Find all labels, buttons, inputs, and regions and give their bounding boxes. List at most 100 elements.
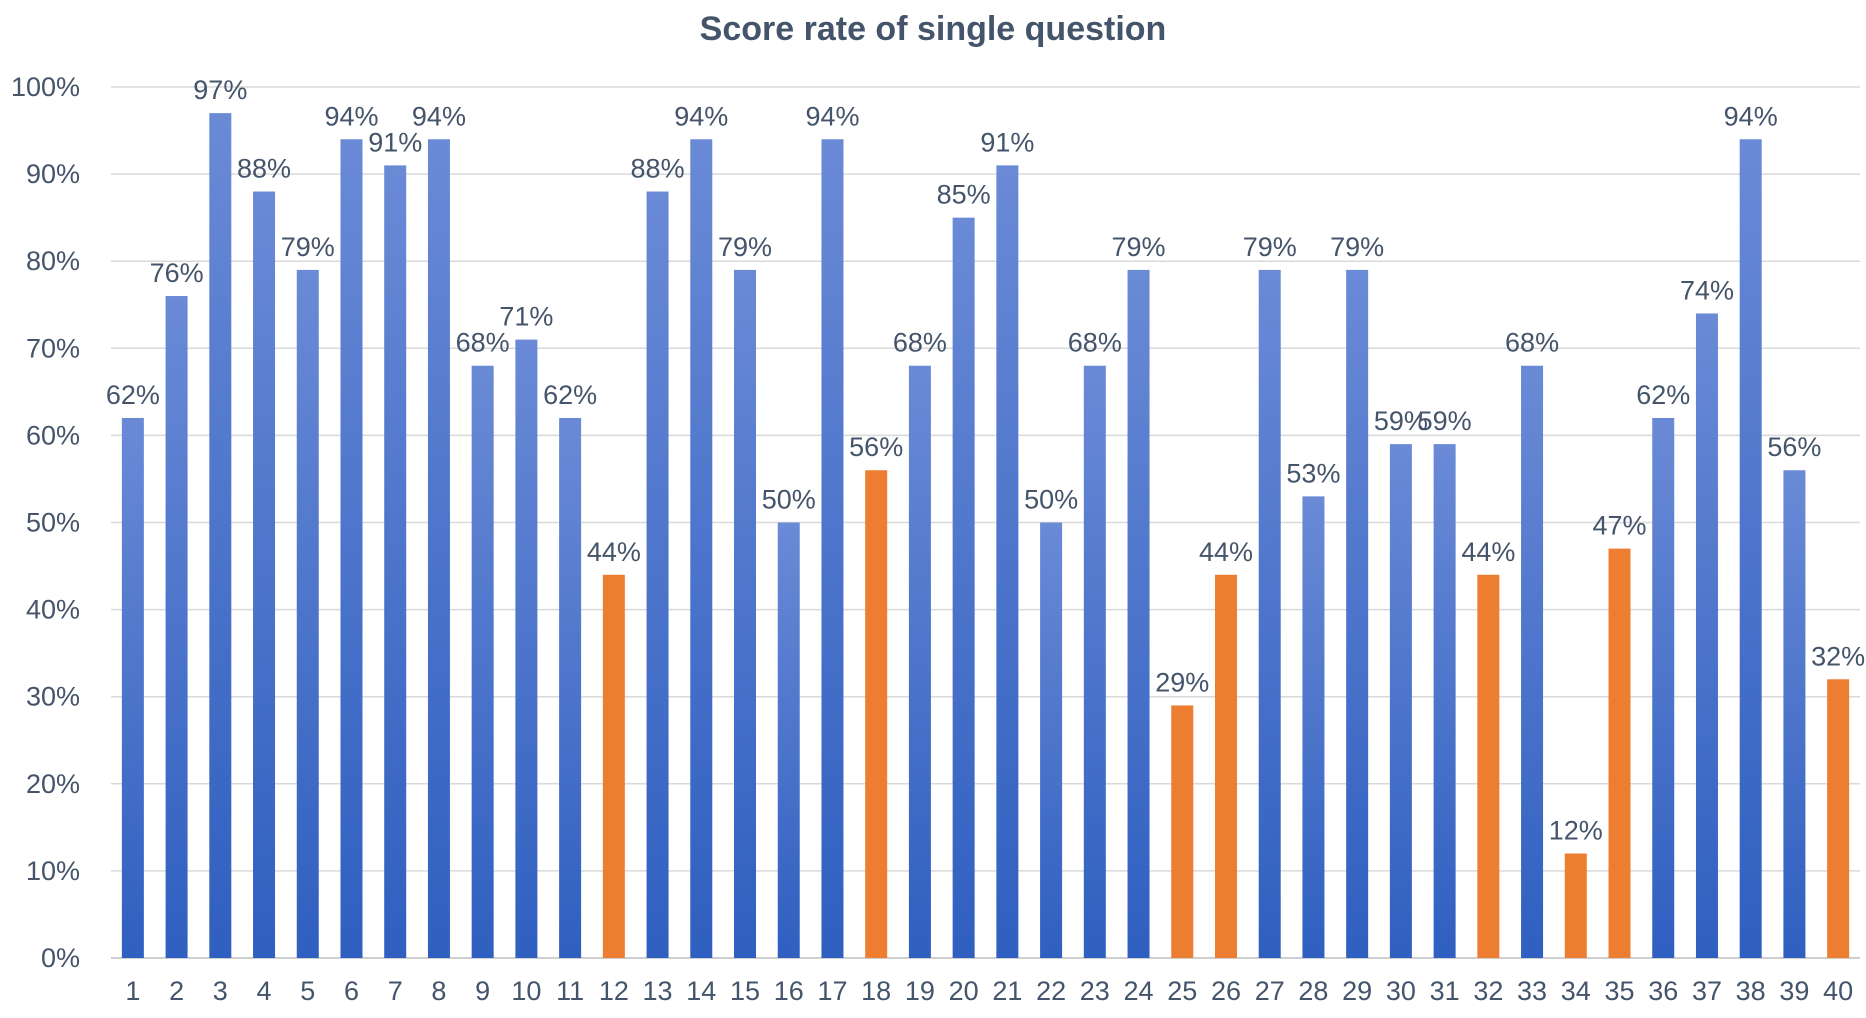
data-label-3: 97% bbox=[193, 75, 247, 105]
x-tick-label-32: 32 bbox=[1473, 976, 1503, 1006]
x-tick-label-18: 18 bbox=[861, 976, 891, 1006]
x-tick-label-33: 33 bbox=[1517, 976, 1547, 1006]
x-tick-label-9: 9 bbox=[475, 976, 490, 1006]
x-tick-label-37: 37 bbox=[1692, 976, 1722, 1006]
data-label-15: 79% bbox=[718, 232, 772, 262]
bar-39 bbox=[1783, 470, 1806, 958]
data-label-18: 56% bbox=[849, 432, 903, 462]
bar-32 bbox=[1477, 574, 1500, 958]
bar-2 bbox=[165, 296, 188, 958]
x-tick-label-11: 11 bbox=[556, 976, 584, 1006]
bar-37 bbox=[1695, 313, 1718, 959]
data-label-27: 79% bbox=[1243, 232, 1297, 262]
data-label-1: 62% bbox=[106, 380, 160, 410]
x-tick-label-23: 23 bbox=[1080, 976, 1110, 1006]
data-label-34: 12% bbox=[1549, 815, 1603, 845]
data-labels: 62%76%97%88%79%94%91%94%68%71%62%44%88%9… bbox=[106, 75, 1865, 845]
data-label-8: 94% bbox=[412, 101, 466, 131]
bars bbox=[121, 113, 1850, 959]
bar-17 bbox=[821, 139, 844, 958]
data-label-38: 94% bbox=[1724, 101, 1778, 131]
data-label-33: 68% bbox=[1505, 328, 1559, 358]
x-tick-label-10: 10 bbox=[511, 976, 541, 1006]
data-label-35: 47% bbox=[1592, 511, 1646, 541]
data-label-29: 79% bbox=[1330, 232, 1384, 262]
bar-8 bbox=[427, 139, 450, 958]
data-label-2: 76% bbox=[150, 258, 204, 288]
x-tick-label-28: 28 bbox=[1298, 976, 1328, 1006]
bar-29 bbox=[1346, 269, 1369, 958]
data-label-7: 91% bbox=[368, 127, 422, 157]
y-tick-label: 60% bbox=[26, 420, 80, 450]
bar-27 bbox=[1258, 269, 1281, 958]
data-label-16: 50% bbox=[762, 485, 816, 515]
x-tick-label-27: 27 bbox=[1255, 976, 1285, 1006]
bar-5 bbox=[296, 269, 319, 958]
data-label-36: 62% bbox=[1636, 380, 1690, 410]
bar-23 bbox=[1083, 365, 1106, 959]
y-axis-ticks: 0% 10% 20% 30% 40% 50% 60% 70% 80% 90% 100% bbox=[11, 72, 80, 973]
x-tick-label-12: 12 bbox=[599, 976, 629, 1006]
bar-3 bbox=[209, 113, 232, 958]
bar-35 bbox=[1608, 548, 1631, 958]
data-label-17: 94% bbox=[805, 101, 859, 131]
bar-12 bbox=[602, 574, 625, 958]
bar-28 bbox=[1302, 496, 1325, 958]
bar-14 bbox=[690, 139, 713, 958]
x-tick-label-31: 31 bbox=[1430, 976, 1460, 1006]
bar-40 bbox=[1827, 679, 1850, 958]
data-label-12: 44% bbox=[587, 537, 641, 567]
x-tick-label-17: 17 bbox=[817, 976, 847, 1006]
bar-31 bbox=[1433, 444, 1456, 958]
data-label-5: 79% bbox=[281, 232, 335, 262]
x-tick-label-30: 30 bbox=[1386, 976, 1416, 1006]
x-tick-label-29: 29 bbox=[1342, 976, 1372, 1006]
data-label-22: 50% bbox=[1024, 485, 1078, 515]
y-tick-label: 20% bbox=[26, 769, 80, 799]
bar-9 bbox=[471, 365, 494, 959]
x-tick-label-21: 21 bbox=[992, 976, 1022, 1006]
bar-21 bbox=[996, 165, 1019, 958]
bar-11 bbox=[559, 417, 582, 959]
data-label-24: 79% bbox=[1112, 232, 1166, 262]
bar-33 bbox=[1521, 365, 1544, 959]
x-tick-label-22: 22 bbox=[1036, 976, 1066, 1006]
x-tick-label-34: 34 bbox=[1561, 976, 1591, 1006]
x-tick-label-20: 20 bbox=[949, 976, 979, 1006]
data-label-26: 44% bbox=[1199, 537, 1253, 567]
data-label-32: 44% bbox=[1461, 537, 1515, 567]
data-label-9: 68% bbox=[456, 328, 510, 358]
bar-4 bbox=[253, 191, 276, 958]
chart-title: Score rate of single question bbox=[700, 10, 1167, 48]
bar-19 bbox=[908, 365, 931, 959]
bar-34 bbox=[1564, 853, 1587, 958]
data-label-37: 74% bbox=[1680, 275, 1734, 305]
x-tick-label-6: 6 bbox=[344, 976, 359, 1006]
data-label-28: 53% bbox=[1286, 458, 1340, 488]
bar-36 bbox=[1652, 417, 1675, 959]
bar-10 bbox=[515, 339, 538, 959]
bar-26 bbox=[1214, 574, 1237, 958]
x-tick-label-5: 5 bbox=[300, 976, 315, 1006]
x-tick-label-25: 25 bbox=[1167, 976, 1197, 1006]
data-label-20: 85% bbox=[937, 180, 991, 210]
bar-30 bbox=[1389, 444, 1412, 958]
x-tick-label-38: 38 bbox=[1736, 976, 1766, 1006]
x-tick-label-15: 15 bbox=[730, 976, 760, 1006]
data-label-13: 88% bbox=[631, 154, 685, 184]
bar-22 bbox=[1040, 522, 1063, 958]
x-tick-label-13: 13 bbox=[643, 976, 673, 1006]
bar-7 bbox=[384, 165, 407, 958]
bar-38 bbox=[1739, 139, 1762, 958]
x-tick-label-39: 39 bbox=[1779, 976, 1809, 1006]
x-tick-label-7: 7 bbox=[388, 976, 403, 1006]
bar-24 bbox=[1127, 269, 1150, 958]
bar-13 bbox=[646, 191, 669, 958]
x-tick-label-36: 36 bbox=[1648, 976, 1678, 1006]
x-tick-label-1: 1 bbox=[125, 976, 140, 1006]
bar-18 bbox=[865, 470, 888, 958]
x-tick-label-40: 40 bbox=[1823, 976, 1853, 1006]
data-label-19: 68% bbox=[893, 328, 947, 358]
data-label-21: 91% bbox=[980, 127, 1034, 157]
